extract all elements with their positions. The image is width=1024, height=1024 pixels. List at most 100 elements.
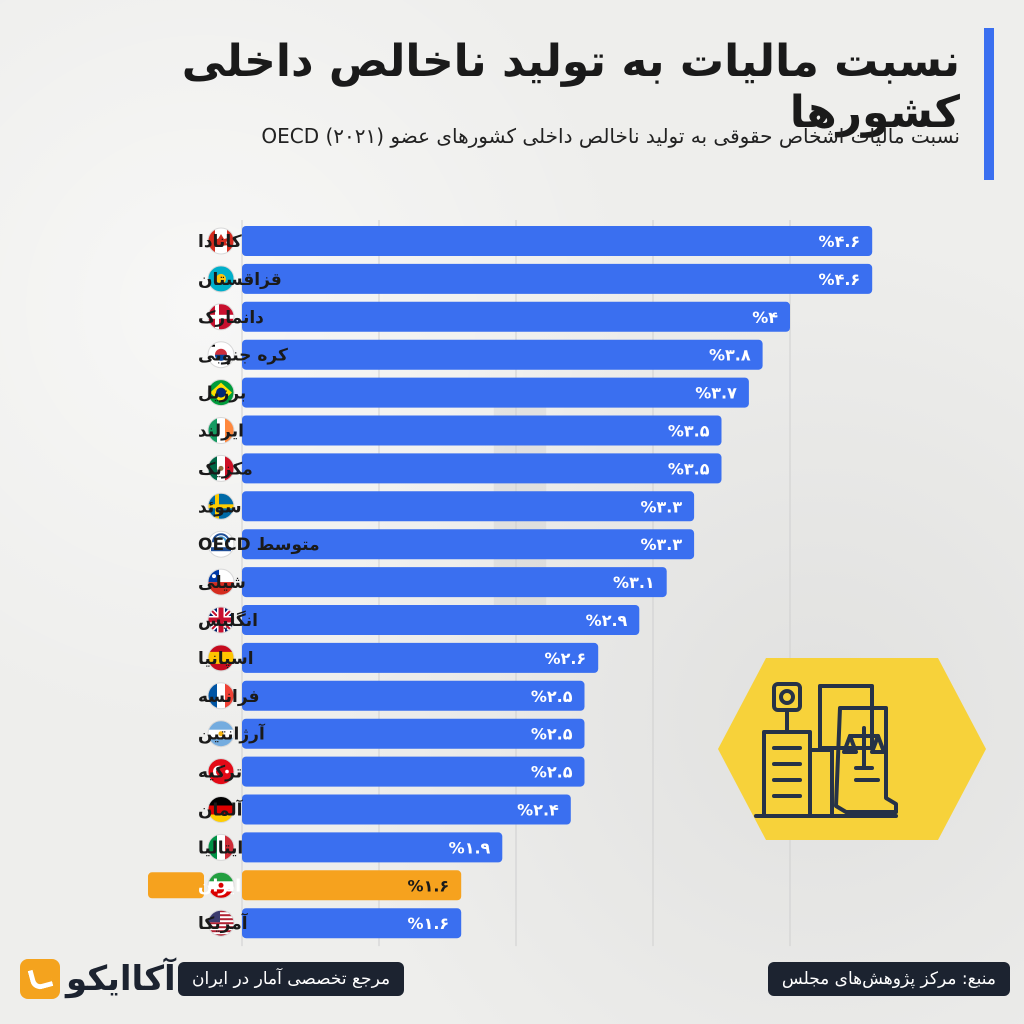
bar-14 xyxy=(242,756,585,787)
bar-value-label: %۱.۶ xyxy=(408,914,450,933)
bar-value-label: %۳.۵ xyxy=(668,459,710,478)
bar-value-label: %۴.۶ xyxy=(819,232,861,251)
building-gear-scale-icon xyxy=(754,682,898,818)
bar-value-label: %۴ xyxy=(752,308,778,327)
flag-border xyxy=(207,796,235,823)
bar-value-label: %۲.۹ xyxy=(586,611,628,630)
bar-value-label: %۳.۱ xyxy=(613,573,655,592)
bar-value-label: %۱.۶ xyxy=(408,876,450,895)
flag-border xyxy=(207,606,235,634)
bar-15 xyxy=(242,794,571,825)
bar-2 xyxy=(242,301,790,332)
category-label: سوئد xyxy=(198,497,242,517)
spain-flag-icon xyxy=(208,644,234,671)
flag-border xyxy=(207,720,235,748)
category-label: آمریکا xyxy=(198,912,249,934)
chart-subtitle: نسبت مالیات اشخاص حقوقی به تولید ناخالص … xyxy=(261,124,960,148)
bar-9 xyxy=(242,567,667,598)
bar-value-label: %۳.۷ xyxy=(695,384,737,403)
category-label: ایتالیا xyxy=(198,838,243,858)
bar-value-label: %۲.۴ xyxy=(517,801,559,820)
flag-border xyxy=(207,379,235,407)
brand-mark-icon xyxy=(20,959,60,999)
brand-logo[interactable]: آکاایکو xyxy=(20,956,176,1002)
bar-11 xyxy=(242,642,599,673)
oecd-logo-icon xyxy=(208,531,234,558)
bar-value-label: %۱.۹ xyxy=(449,838,491,857)
flag-border xyxy=(207,871,235,899)
bar-7 xyxy=(242,491,695,522)
germany-flag-icon xyxy=(208,796,234,823)
flag-border xyxy=(207,758,235,786)
flag-border xyxy=(207,530,235,558)
bar-13 xyxy=(242,718,585,749)
bar-18 xyxy=(242,908,462,939)
category-label: آلمان xyxy=(198,799,244,821)
category-label: کانادا xyxy=(198,232,242,252)
bar-value-label: %۳.۵ xyxy=(668,422,710,441)
iran-flag-icon xyxy=(208,872,234,899)
france-flag-icon xyxy=(208,682,234,709)
argentina-flag-icon xyxy=(208,720,234,747)
bar-4 xyxy=(242,377,749,408)
bar-value-label: %۲.۶ xyxy=(545,649,587,668)
category-label: ایران xyxy=(198,876,241,896)
tagline-badge: مرجع تخصصی آمار در ایران xyxy=(178,962,405,996)
bar-6 xyxy=(242,453,722,484)
flag-border xyxy=(207,492,235,520)
bar-value-label: %۳.۳ xyxy=(640,497,682,516)
category-label: شیلی xyxy=(198,573,246,593)
bar-16 xyxy=(242,832,503,863)
title-accent-bar xyxy=(984,28,994,180)
highlight-label-bg xyxy=(148,872,204,899)
chile-flag-icon xyxy=(208,569,234,596)
chart-title: نسبت مالیات به تولید ناخالص داخلی کشورها xyxy=(181,36,960,138)
category-label: برزیل xyxy=(198,384,246,404)
flag-border xyxy=(207,833,235,861)
turkey-flag-icon xyxy=(208,758,234,785)
bar-1 xyxy=(242,263,873,294)
bar-8 xyxy=(242,529,695,560)
bar-value-label: %۲.۵ xyxy=(531,725,573,744)
mexico-flag-icon xyxy=(208,455,234,482)
category-label: انگلیس xyxy=(198,610,258,631)
category-label: کره جنوبی xyxy=(198,346,288,366)
bar-value-label: %۲.۵ xyxy=(531,687,573,706)
flag-border xyxy=(207,909,235,937)
company-building-illustration xyxy=(718,658,986,840)
category-label: آرژانتین xyxy=(198,723,266,745)
category-label: مکزیک xyxy=(198,459,253,479)
bar-12 xyxy=(242,680,585,711)
flag-border xyxy=(207,568,235,596)
flag-border xyxy=(207,227,235,255)
flag-border xyxy=(207,265,235,293)
brazil-flag-icon xyxy=(208,379,234,406)
bar-value-label: %۳.۸ xyxy=(709,346,751,365)
ireland-flag-icon xyxy=(208,417,234,444)
bar-value-label: %۳.۳ xyxy=(640,535,682,554)
bar-0 xyxy=(242,226,873,256)
flag-border xyxy=(207,644,235,672)
canada-flag-icon xyxy=(208,228,234,254)
south-korea-flag-icon xyxy=(208,341,234,368)
flag-border xyxy=(207,682,235,710)
bar-5 xyxy=(242,415,722,446)
italy-flag-icon xyxy=(208,834,234,861)
category-label: دانمارک xyxy=(198,308,264,328)
category-label: قزاقستان xyxy=(198,270,282,290)
sweden-flag-icon xyxy=(208,493,234,520)
denmark-flag-icon xyxy=(208,303,234,330)
usa-flag-icon xyxy=(208,910,234,937)
flag-border xyxy=(207,341,235,369)
bar-value-label: %۴.۶ xyxy=(819,270,861,289)
source-badge: منبع: مرکز پژوهش‌های مجلس xyxy=(767,962,1010,996)
flag-border xyxy=(207,417,235,444)
bar-3 xyxy=(242,339,763,370)
flag-border xyxy=(207,303,235,331)
category-label: اسپانیا xyxy=(198,649,254,669)
category-label: فرانسه xyxy=(198,687,260,707)
bar-10 xyxy=(242,605,640,635)
bar-17 xyxy=(242,870,462,901)
bar-value-label: %۲.۵ xyxy=(531,763,573,782)
